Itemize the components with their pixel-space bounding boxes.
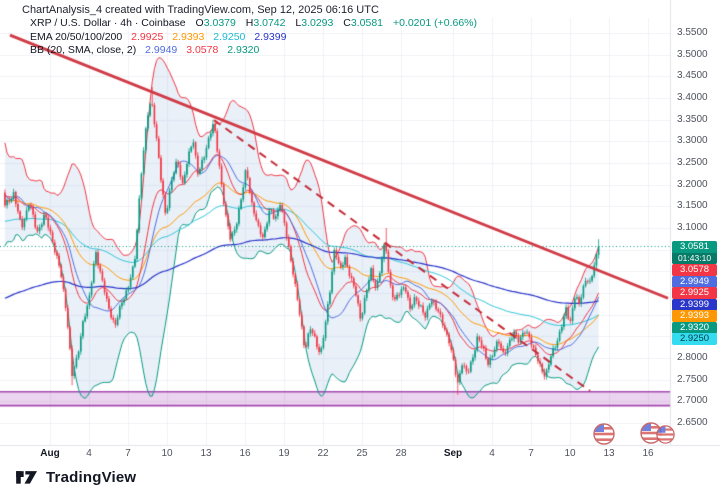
axis-time-label: 4: [489, 448, 495, 459]
axis-time-label: 16: [239, 448, 251, 459]
price-badge-value: 2.9399: [679, 298, 710, 310]
axis-price-label: 3.1000: [677, 221, 708, 233]
flag-icon: [593, 423, 615, 445]
open-value: 3.0379: [203, 17, 236, 29]
bb-upper-value: 3.0578: [186, 44, 219, 56]
bb-lower-value: 2.9320: [227, 44, 260, 56]
flag-icon: [656, 425, 675, 444]
axis-time-label: 13: [200, 448, 212, 459]
axis-time-label: 4: [86, 448, 92, 459]
tradingview-logo[interactable]: TradingView: [14, 467, 136, 487]
axis-price-label: 3.2500: [677, 156, 708, 168]
bb-label: BB (20, SMA, close, 2): [30, 44, 137, 56]
price-badge-value: 3.0581: [679, 240, 710, 252]
axis-price-label: 2.8000: [677, 351, 708, 363]
symbol-title: XRP / U.S. Dollar · 4h · Coinbase: [30, 17, 186, 29]
axis-price-label: 3.2000: [677, 178, 708, 190]
axis-time-label: Sep: [443, 448, 463, 459]
axis-price-label: 3.1500: [677, 200, 708, 212]
price-badge-value: 2.9925: [679, 287, 710, 299]
axis-time-label: 13: [603, 448, 615, 459]
axis-time-label: Aug: [40, 448, 60, 459]
price-badge-value: 2.9393: [679, 310, 710, 322]
tv-logo-text: TradingView: [46, 468, 137, 486]
ema100-value: 2.9250: [213, 30, 246, 43]
axis-time-label: 28: [395, 448, 407, 459]
tv-logo-icon: [16, 471, 37, 484]
axis-time-label: 7: [528, 448, 534, 459]
axis-price-label: 3.4000: [677, 91, 708, 103]
low-value: 3.0293: [301, 17, 334, 29]
watermark-title: ChartAnalysis_4 created with TradingView…: [22, 4, 379, 16]
bb-basis-value: 2.9949: [145, 44, 178, 56]
bb-indicator-row[interactable]: BB (20, SMA, close, 2) 2.9949 3.0578 2.9…: [30, 44, 477, 58]
axis-time-label: 10: [161, 448, 173, 459]
price-badge: 3.0578: [672, 264, 717, 277]
axis-price-label: 2.7500: [677, 373, 708, 385]
axis-time-label: 25: [356, 448, 368, 459]
low-label: L: [295, 17, 302, 29]
axis-time-label: 10: [564, 448, 576, 459]
open-label: O: [195, 17, 204, 29]
axis-price-label: 3.4500: [677, 70, 708, 82]
price-badge: 2.9393: [672, 310, 717, 323]
price-badge-value: 2.9250: [679, 333, 710, 345]
change-value: +0.0201 (+0.66%): [392, 17, 477, 29]
ema-indicator-row[interactable]: EMA 20/50/100/200 2.9925 2.9393 2.9250 2…: [30, 31, 477, 45]
high-value: 3.0742: [253, 17, 286, 29]
axis-price-label: 3.3000: [677, 135, 708, 147]
ema20-value: 2.9925: [131, 30, 164, 43]
axis-time-label: 16: [642, 448, 654, 459]
price-badge-value: 2.9949: [679, 275, 710, 287]
price-badge: 2.9399: [672, 298, 717, 311]
price-badge-value: 3.0578: [679, 264, 710, 276]
ema-label: EMA 20/50/100/200: [30, 30, 123, 43]
axis-price-label: 3.3500: [677, 113, 708, 125]
ema50-value: 2.9393: [172, 30, 205, 43]
axis-price-label: 3.5500: [677, 27, 708, 38]
axis-time-label: 7: [125, 448, 131, 459]
price-badge: 2.9320: [672, 321, 717, 334]
close-value: 3.0581: [350, 17, 384, 29]
axis-price-label: 2.6500: [677, 416, 708, 428]
high-label: H: [245, 17, 254, 29]
legend: XRP / U.S. Dollar · 4h · Coinbase O3.037…: [30, 17, 477, 58]
price-badge: 2.9250: [672, 333, 717, 346]
price-badge-value: 2.9320: [679, 321, 710, 333]
bar-countdown: 01:43:10: [672, 252, 717, 264]
ema200-value: 2.9399: [254, 30, 287, 43]
axis-time-label: 19: [278, 448, 290, 459]
axis-price-label: 3.5000: [677, 48, 708, 60]
axis-time-label: 22: [317, 448, 329, 459]
axis-price-label: 2.7000: [677, 395, 708, 407]
price-badge: 2.9949: [672, 275, 717, 288]
price-badge: 3.0581 01:43:10: [672, 240, 717, 264]
close-label: C: [343, 17, 351, 29]
price-badge: 2.9925: [672, 287, 717, 300]
symbol-row[interactable]: XRP / U.S. Dollar · 4h · Coinbase O3.037…: [30, 17, 477, 31]
